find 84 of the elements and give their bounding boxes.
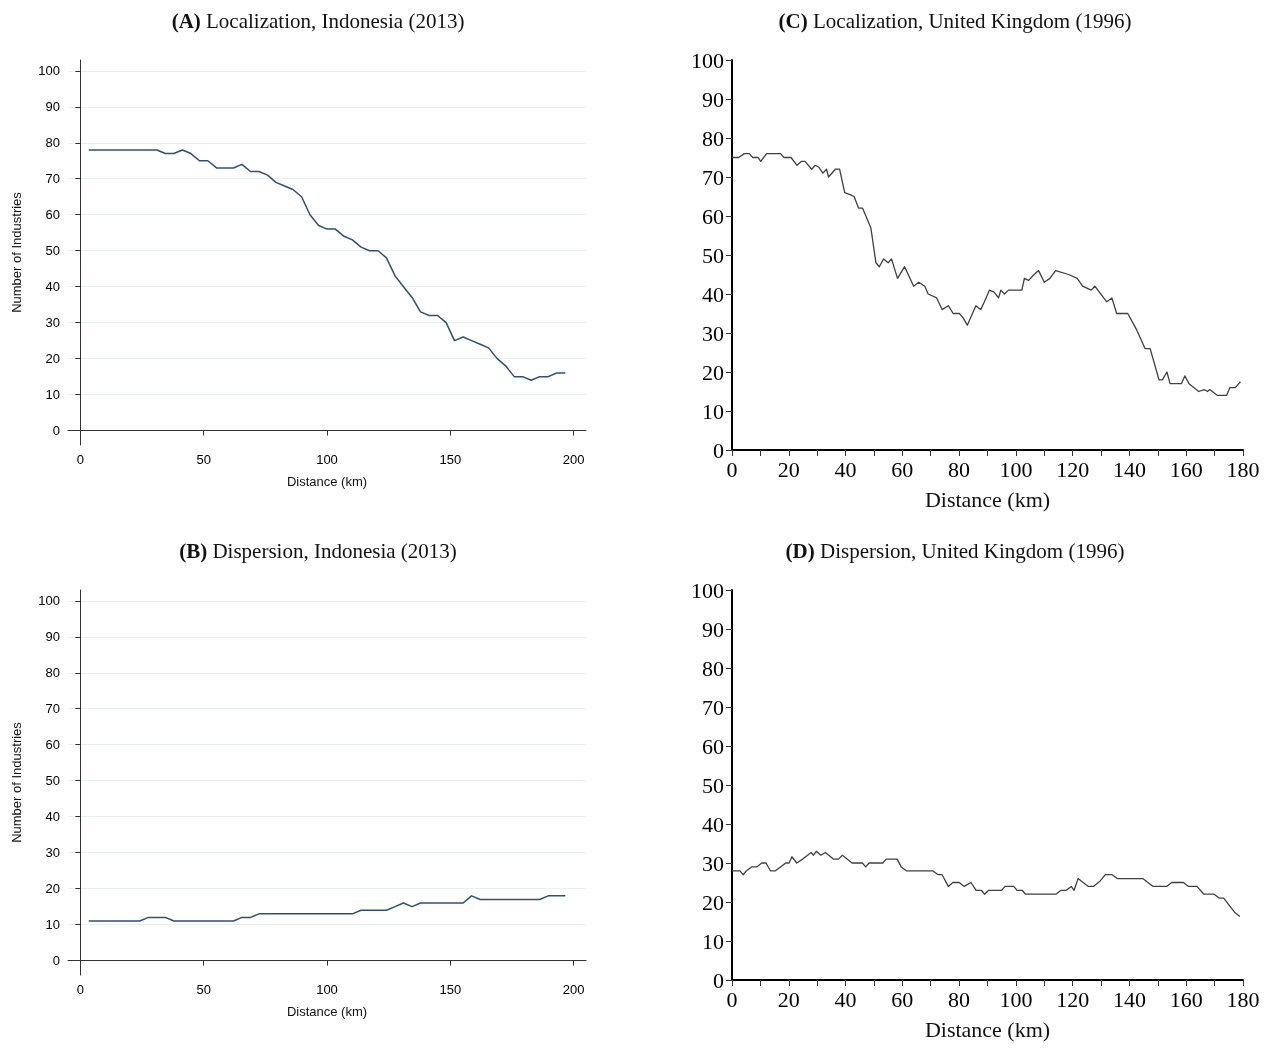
x-tick-label: 20 xyxy=(777,456,800,482)
y-tick-label: 90 xyxy=(702,86,724,112)
x-tick-label: 20 xyxy=(777,986,800,1012)
x-tick-label: 160 xyxy=(1169,456,1203,482)
y-tick-label: 50 xyxy=(702,242,724,268)
y-tick-label: 70 xyxy=(702,694,724,720)
x-tick-label: 0 xyxy=(76,452,84,467)
y-tick-label: 30 xyxy=(702,850,724,876)
y-tick-label: 100 xyxy=(38,63,60,79)
y-tick-label: 60 xyxy=(702,203,724,229)
x-tick-label: 120 xyxy=(1056,456,1090,482)
y-tick-label: 60 xyxy=(45,737,60,753)
y-tick-label: 60 xyxy=(45,207,60,223)
x-tick-label: 120 xyxy=(1056,986,1090,1012)
y-tick-label: 10 xyxy=(45,387,60,403)
line-series xyxy=(731,152,1242,397)
x-tick-label: 150 xyxy=(439,452,462,467)
line-series xyxy=(731,850,1241,918)
y-tick-label: 80 xyxy=(702,655,724,681)
y-tick-label: 80 xyxy=(45,665,60,681)
x-tick-label: 50 xyxy=(196,452,211,467)
x-tick-label: 150 xyxy=(439,982,462,997)
y-tick-label: 50 xyxy=(45,243,60,259)
x-tick-label: 40 xyxy=(834,456,857,482)
x-axis-title: Distance (km) xyxy=(924,486,1051,512)
y-tick-label: 20 xyxy=(702,359,724,385)
y-tick-label: 90 xyxy=(702,616,724,642)
y-tick-label: 10 xyxy=(702,928,724,954)
line-series xyxy=(87,895,567,922)
x-tick-label: 100 xyxy=(999,986,1033,1012)
chart-title: (C) Localization, United Kingdom (1996) xyxy=(778,8,1132,33)
y-tick-label: 80 xyxy=(702,125,724,151)
chart-title: (A) Localization, Indonesia (2013) xyxy=(171,8,465,33)
y-tick-label: 70 xyxy=(45,171,60,187)
chart-title: (D) Dispersion, United Kingdom (1996) xyxy=(785,538,1125,563)
y-tick-label: 20 xyxy=(45,351,60,367)
y-tick-label: 0 xyxy=(52,953,60,969)
x-tick-label: 80 xyxy=(948,986,971,1012)
x-tick-label: 100 xyxy=(999,456,1033,482)
y-tick-label: 90 xyxy=(45,99,60,115)
y-tick-label: 40 xyxy=(702,811,724,837)
y-tick-label: 20 xyxy=(702,889,724,915)
chart-title: (B) Dispersion, Indonesia (2013) xyxy=(179,538,457,563)
y-tick-label: 100 xyxy=(38,593,60,609)
x-tick-label: 200 xyxy=(562,982,585,997)
y-tick-label: 40 xyxy=(45,809,60,825)
y-tick-label: 80 xyxy=(45,135,60,151)
y-tick-label: 100 xyxy=(691,577,724,603)
y-tick-label: 70 xyxy=(45,701,60,717)
y-axis-title: Number of Industries xyxy=(9,721,24,843)
x-tick-label: 160 xyxy=(1169,986,1203,1012)
y-tick-label: 30 xyxy=(45,315,60,331)
x-axis-title: Distance (km) xyxy=(286,474,368,489)
x-axis-title: Distance (km) xyxy=(286,1004,368,1019)
y-tick-label: 70 xyxy=(702,164,724,190)
y-tick-label: 100 xyxy=(691,47,724,73)
x-tick-label: 60 xyxy=(891,986,914,1012)
y-tick-label: 20 xyxy=(45,881,60,897)
x-tick-label: 200 xyxy=(562,452,585,467)
x-tick-label: 140 xyxy=(1112,986,1146,1012)
y-tick-label: 30 xyxy=(702,320,724,346)
x-tick-label: 180 xyxy=(1226,986,1260,1012)
y-tick-label: 50 xyxy=(45,773,60,789)
y-tick-label: 60 xyxy=(702,733,724,759)
x-tick-label: 60 xyxy=(891,456,914,482)
x-tick-label: 80 xyxy=(948,456,971,482)
x-tick-label: 100 xyxy=(316,452,338,467)
y-axis-title: Number of Industries xyxy=(9,191,24,313)
y-tick-label: 50 xyxy=(702,772,724,798)
x-tick-label: 0 xyxy=(76,982,84,997)
x-axis-title: Distance (km) xyxy=(924,1016,1051,1042)
y-tick-label: 0 xyxy=(52,423,60,439)
x-tick-label: 100 xyxy=(316,982,338,997)
x-tick-label: 50 xyxy=(196,982,211,997)
x-tick-label: 180 xyxy=(1226,456,1260,482)
y-tick-label: 90 xyxy=(45,629,60,645)
y-tick-label: 30 xyxy=(45,845,60,861)
line-series xyxy=(87,149,567,381)
x-tick-label: 140 xyxy=(1112,456,1146,482)
y-tick-label: 40 xyxy=(45,279,60,295)
y-tick-label: 10 xyxy=(702,398,724,424)
y-tick-label: 40 xyxy=(702,281,724,307)
y-tick-label: 10 xyxy=(45,917,60,933)
x-tick-label: 40 xyxy=(834,986,857,1012)
